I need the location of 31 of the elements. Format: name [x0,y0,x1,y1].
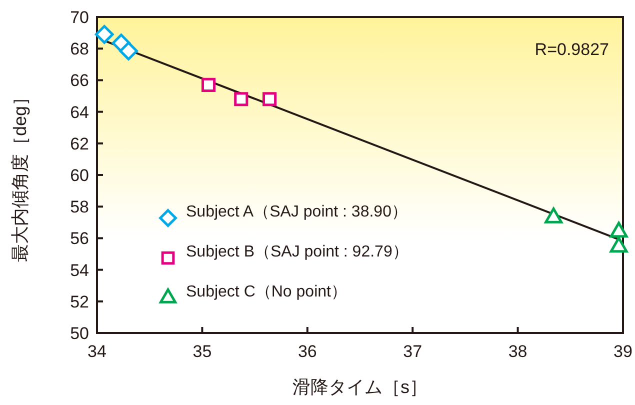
annotation: R=0.9827 [534,40,609,59]
point [262,92,277,106]
x-tick-label: 37 [403,342,422,361]
point [119,42,138,60]
y-tick-label: 50 [70,324,89,343]
x-tick-label: 36 [298,342,317,361]
point [610,236,628,253]
y-tick-label: 68 [70,40,89,59]
x-tick-label: 35 [192,342,212,361]
y-axis-title: 最大内傾角度［deg］ [10,88,30,262]
y-tick-label: 52 [70,292,89,312]
x-tick-label: 38 [508,342,528,361]
y-tick-label: 60 [70,166,89,185]
legend-label: Subject B（SAJ point : 92.79） [186,243,408,260]
y-tick-label: 56 [70,229,89,248]
point [201,78,216,92]
y-tick-label: 54 [70,260,89,280]
point [544,208,563,224]
legend-label: Subject A（SAJ point : 38.90） [186,203,408,220]
point [234,92,248,106]
y-tick-label: 66 [70,71,89,90]
y-tick-label: 58 [70,198,89,217]
point [610,222,628,238]
point [94,24,114,44]
x-tick-label: 34 [88,342,106,361]
x-tick-label: 39 [614,342,632,361]
legend-label: Subject C（No point） [186,283,347,300]
y-tick-label: 64 [70,102,89,122]
y-tick-label: 70 [70,8,89,27]
x-axis-title: 滑降タイム［s］ [292,377,428,397]
y-tick-label: 62 [70,134,89,154]
